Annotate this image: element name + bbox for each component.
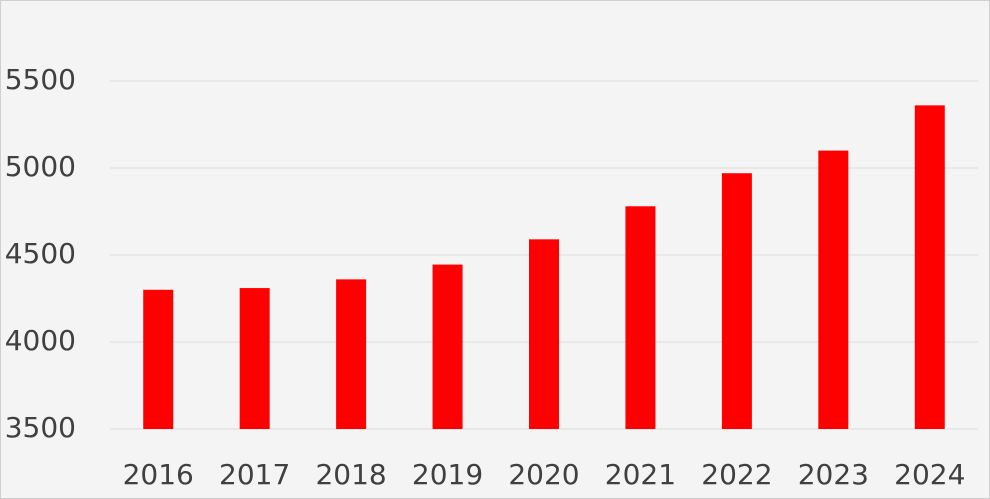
- bar: [721, 173, 752, 429]
- x-tick-label: 2024: [894, 458, 965, 491]
- bar: [239, 288, 270, 429]
- bar: [914, 105, 945, 430]
- bar: [336, 279, 367, 429]
- x-tick-label: 2018: [315, 458, 386, 491]
- x-tick-label: 2017: [219, 458, 290, 491]
- x-tick-label: 2022: [701, 458, 772, 491]
- y-tick-label: 4000: [5, 324, 76, 357]
- bar: [143, 289, 174, 429]
- bar: [529, 239, 559, 429]
- y-tick-label: 5000: [5, 150, 76, 183]
- y-tick-label: 5500: [5, 63, 76, 96]
- x-tick-label: 2023: [798, 458, 869, 491]
- y-tick-label: 3500: [5, 411, 76, 444]
- x-tick-label: 2019: [412, 458, 483, 491]
- x-tick-label: 2020: [508, 458, 579, 491]
- bar: [432, 264, 463, 429]
- x-tick-label: 2021: [605, 458, 676, 491]
- bar: [818, 150, 849, 429]
- x-tick-label: 2016: [123, 458, 194, 491]
- bar: [625, 206, 656, 429]
- y-tick-label: 4500: [5, 237, 76, 270]
